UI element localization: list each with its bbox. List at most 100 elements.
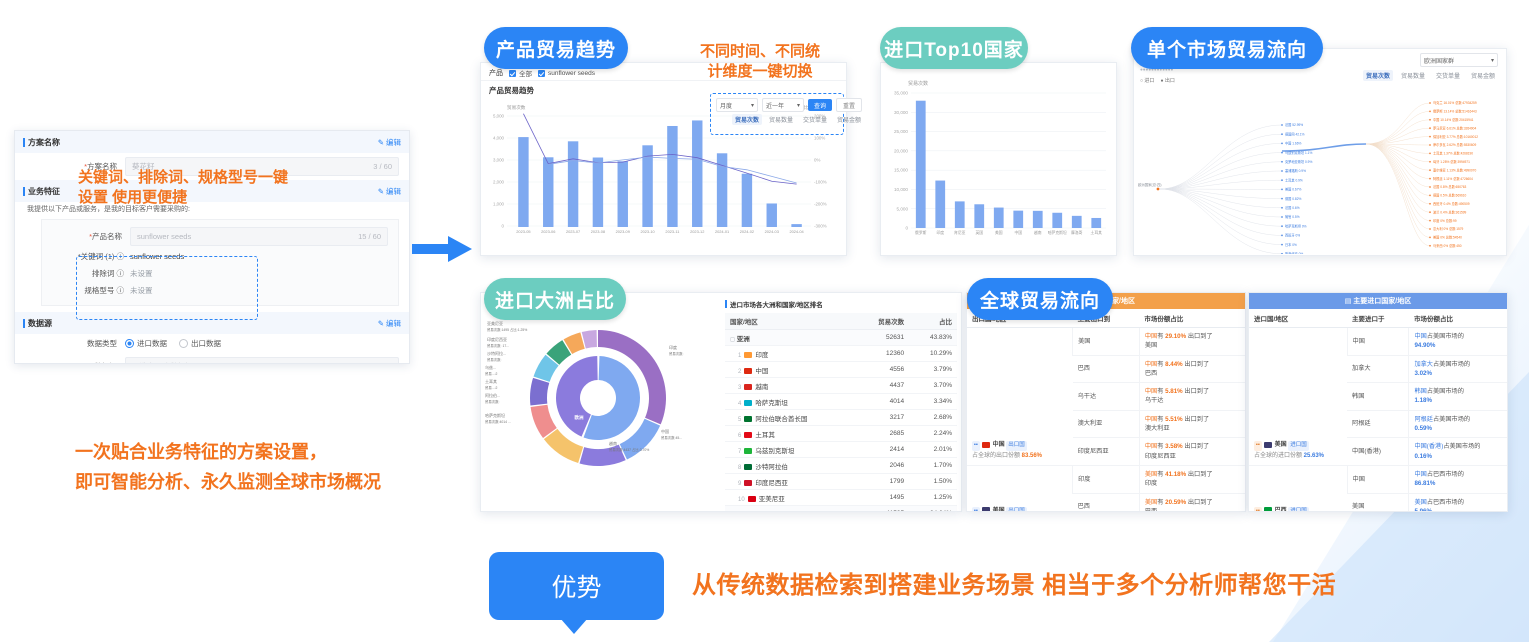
query-button[interactable]: 查询 xyxy=(808,99,833,111)
svg-text:-200%: -200% xyxy=(814,202,827,207)
product-name-input[interactable]: sunflower seeds 15 / 60 xyxy=(130,227,388,246)
table-row[interactable]: 巴西 中国有 8.44% 出口到了 巴西 xyxy=(967,355,1245,384)
svg-text:3,000: 3,000 xyxy=(493,158,505,163)
period-select[interactable]: 月度 ▾ xyxy=(716,98,758,112)
table-row[interactable]: 巴西 美国有 20.59% 出口到了 巴西 xyxy=(967,493,1245,511)
edit-button-business-feature[interactable]: ✎ 编辑 xyxy=(377,186,401,196)
export-destination-cell: 巴西 xyxy=(1072,493,1140,511)
table-row[interactable]: 中国(香港) 中国(香港)占美国市场的 0.16% xyxy=(1249,437,1507,466)
svg-text:2023-10: 2023-10 xyxy=(640,229,655,234)
svg-text:美国 0% 总数:54540: 美国 0% 总数:54540 xyxy=(1433,235,1462,240)
export-share-cell: 中国有 29.10% 出口到了 美国 xyxy=(1138,327,1245,356)
radio-export-data[interactable]: 出口数据 xyxy=(179,338,221,349)
legend-export[interactable]: ● 出口 xyxy=(1160,78,1175,84)
field-label: 产品名称 xyxy=(92,232,122,241)
rank-value-cell: 2046 xyxy=(855,457,910,474)
flow-metric-0[interactable]: 贸易次数 xyxy=(1362,70,1393,81)
rank-country-cell: 5 阿拉伯联合酋长国 xyxy=(725,409,856,426)
import-source-cell: 韩国 xyxy=(1347,382,1409,411)
metric-tab-2[interactable]: 交货单量 xyxy=(803,118,828,124)
flow-metric-tabs: 贸易次数 贸易数量 交货单量 贸易金额 xyxy=(1134,67,1506,81)
region-select[interactable]: 欧洲国家群 ▾ xyxy=(1420,53,1498,67)
col-country: 国家/地区 xyxy=(725,313,856,330)
table-row[interactable]: 3 越南 4437 3.70% xyxy=(725,377,957,394)
field-label: 方案名称 xyxy=(87,162,117,171)
spec-value[interactable]: 未设置 xyxy=(130,286,153,295)
table-row[interactable]: 4 哈萨克斯坦 4014 3.34% xyxy=(725,393,957,410)
import-flow-header: ▤ 主要进口国家/地区 xyxy=(1249,293,1507,309)
svg-text:100%: 100% xyxy=(814,136,825,141)
section-title: 业务特征 xyxy=(28,186,60,196)
edit-button-datasource[interactable]: ✎ 编辑 xyxy=(377,318,401,328)
exclude-value[interactable]: 未设置 xyxy=(130,269,153,278)
table-row[interactable]: 美国 美国占巴西市场的 5.96% xyxy=(1249,493,1507,511)
metric-tab-0[interactable]: 贸易次数 xyxy=(732,114,763,125)
metric-tab-1[interactable]: 贸易数量 xyxy=(769,118,794,124)
svg-text:德国 0.82%: 德国 0.82% xyxy=(1285,196,1301,201)
rank-value-cell: 52631 xyxy=(855,329,910,346)
product-name-counter: 15 / 60 xyxy=(358,232,381,241)
flow-arrow-icon xyxy=(412,236,472,262)
datasource-select[interactable]: 已选中75个数据源 ▾ xyxy=(125,357,399,363)
compare-select[interactable]: 近一年 ▾ xyxy=(762,98,804,112)
table-row[interactable]: ▪▪ 巴西 进口国 中国 中国占巴西市场的 86.81% xyxy=(1249,465,1507,511)
svg-text:美国: 美国 xyxy=(995,230,1003,235)
export-share-cell: 中国有 3.58% 出口到了 印度尼西亚 xyxy=(1138,437,1245,466)
table-row[interactable]: 印度尼西亚 中国有 3.58% 出口到了 印度尼西亚 xyxy=(967,437,1245,466)
table-row[interactable]: 韩国 韩国占美国市场的 1.18% xyxy=(1249,382,1507,411)
svg-text:5,000: 5,000 xyxy=(493,114,505,119)
rank-value-cell: 1495 xyxy=(855,489,910,506)
flow-metric-2[interactable]: 交货单量 xyxy=(1435,74,1460,80)
table-row[interactable]: ▪▪ 美国 出口国 印度 美国有 41.18% 出口到了 印度 xyxy=(967,465,1245,511)
svg-text:0%: 0% xyxy=(814,158,820,163)
table-row[interactable]: 乌干达 中国有 5.81% 出口到了 乌干达 xyxy=(967,382,1245,411)
legend-import[interactable]: ○ 进口 xyxy=(1140,78,1155,84)
flow-breadcrumb: ●●●●●●●●●●●● xyxy=(1140,67,1174,72)
rank-pct-cell: 2.24% xyxy=(909,425,957,442)
metric-tab-3[interactable]: 贸易金额 xyxy=(837,118,862,124)
table-row[interactable]: ▪▪ 中国 出口国 占全球的出口份额 83.56% 美国 中国有 29.10% 出口到… xyxy=(967,327,1245,466)
table-row[interactable]: 6 土耳其 2685 2.24% xyxy=(725,425,957,442)
svg-text:-100%: -100% xyxy=(814,180,827,185)
table-row[interactable]: ◻ 欧洲4159534.64% xyxy=(725,505,957,511)
svg-text:2024-01: 2024-01 xyxy=(715,229,729,234)
table-row[interactable]: 2 中国 4556 3.79% xyxy=(725,361,957,378)
flow-metric-3[interactable]: 贸易金额 xyxy=(1470,74,1495,80)
svg-text:印度 0% 总数:99: 印度 0% 总数:99 xyxy=(1433,218,1457,223)
export-destination-cell: 美国 xyxy=(1072,327,1140,356)
table-row[interactable]: 9 印度尼西亚 1799 1.50% xyxy=(725,473,957,490)
rank-country-cell: 1 印度 xyxy=(725,345,856,362)
svg-text:印度: 印度 xyxy=(669,344,677,350)
table-row[interactable]: ▪▪ 美国 进口国 占全球的进口份额 25.63% 中国 中国占美国市场的 94.90% xyxy=(1249,327,1507,466)
flow-metric-1[interactable]: 贸易数量 xyxy=(1400,74,1425,80)
import-source-cell: 美国 xyxy=(1347,493,1409,511)
import-source-cell: 中国(香港) xyxy=(1347,437,1409,466)
svg-text:中国 1.66%: 中国 1.66% xyxy=(1285,141,1301,146)
rank-pct-cell: 1.70% xyxy=(909,457,957,474)
table-row[interactable]: 8 沙特阿拉伯 2046 1.70% xyxy=(725,457,957,474)
edit-button-plan-name[interactable]: ✎ 编辑 xyxy=(377,137,401,147)
svg-text:0: 0 xyxy=(905,226,908,231)
table-row[interactable]: ◻ 亚洲 52631 43.83% xyxy=(725,329,957,346)
table-row[interactable]: 10 亚美尼亚 1495 1.25% xyxy=(725,489,957,506)
table-row[interactable]: 加拿大 加拿大占美国市场的 3.02% xyxy=(1249,355,1507,384)
banner-text: 从传统数据检索到搭建业务场景 相当于多个分析师帮您干活 xyxy=(692,572,1337,599)
chip-product[interactable]: sunflower seeds xyxy=(538,69,595,77)
product-name-value: sunflower seeds xyxy=(137,232,192,241)
table-row[interactable]: 澳大利亚 中国有 5.51% 出口到了 澳大利亚 xyxy=(967,410,1245,439)
pill-product-trend: 产品贸易趋势 xyxy=(484,27,628,69)
chip-all[interactable]: 全部 xyxy=(509,68,532,78)
trend-filter-row: 产品 全部 sunflower seeds xyxy=(489,68,595,78)
plan-name-input[interactable]: 葵花籽 3 / 60 xyxy=(125,157,399,176)
radio-import-data[interactable]: 进口数据 xyxy=(125,338,167,349)
reset-button[interactable]: 重置 xyxy=(836,98,863,112)
sankey-flow-diagram: 欧洲国家(总:四) 法国 52.99% 德国网 42.1% 中国 1.66% 乌兹别克… xyxy=(1138,100,1478,254)
table-row[interactable]: 5 阿拉伯联合酋长国 3217 2.68% xyxy=(725,409,957,426)
rank-pct-cell: 43.83% xyxy=(909,329,957,346)
table-row[interactable]: 1 印度 12360 10.29% xyxy=(725,345,957,362)
field-data-type: 数据类型 进口数据 出口数据 xyxy=(87,338,221,349)
table-row[interactable]: 7 乌兹别克斯坦 2414 2.01% xyxy=(725,441,957,458)
rank-pct-cell: 2.01% xyxy=(909,441,957,458)
table-row[interactable]: 阿根廷 阿根廷占美国市场的 0.59% xyxy=(1249,410,1507,439)
